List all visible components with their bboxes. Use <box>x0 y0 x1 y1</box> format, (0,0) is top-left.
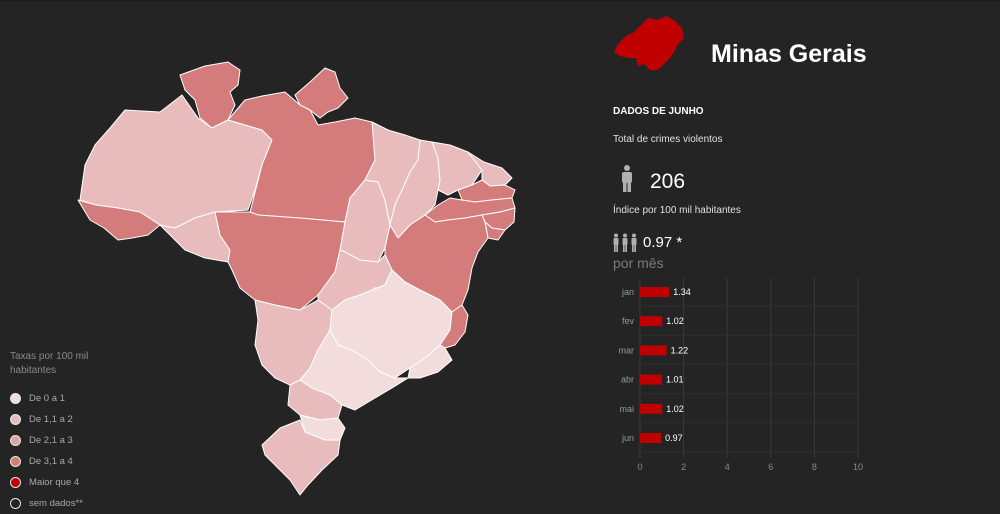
minas-gerais-silhouette-icon <box>614 16 684 70</box>
bar <box>640 345 667 356</box>
legend-label: De 3,1 a 4 <box>29 456 73 467</box>
legend-item: De 2,1 a 3 <box>10 430 130 451</box>
bar <box>640 433 662 443</box>
legend-list: De 0 a 1 De 1,1 a 2 De 2,1 a 3 De 3,1 a 4 Ma… <box>10 388 130 514</box>
bar-value-label: 1.22 <box>671 345 689 355</box>
index-value: 0.97 * <box>643 234 683 251</box>
x-tick-label: 8 <box>812 462 817 472</box>
bar-value-label: 1.02 <box>666 316 684 326</box>
legend-label: Maior que 4 <box>29 477 80 488</box>
bar <box>640 374 663 385</box>
crimes-label: Total de crimes violentos <box>613 134 723 145</box>
map-region-roraima[interactable] <box>179 61 241 129</box>
category-label: jan <box>621 287 634 297</box>
legend-item: sem dados** <box>10 493 130 514</box>
legend-swatch <box>10 477 21 488</box>
legend-item: Maior que 4 <box>10 472 130 493</box>
legend-item: De 1,1 a 2 <box>10 409 130 430</box>
map-region-rio-grande-do-sul[interactable] <box>261 419 341 496</box>
category-label: abr <box>621 375 634 385</box>
x-tick-label: 0 <box>637 462 642 472</box>
legend-label: De 2,1 a 3 <box>29 435 73 446</box>
top-border <box>0 0 1000 1</box>
legend-swatch <box>10 456 21 467</box>
legend-swatch <box>10 498 21 509</box>
x-tick-label: 2 <box>681 462 686 472</box>
bar <box>640 316 663 327</box>
brazil-map <box>77 61 516 496</box>
month-title: DADOS DE JUNHO <box>613 106 704 117</box>
legend-swatch <box>10 414 21 425</box>
legend-item: De 0 a 1 <box>10 388 130 409</box>
map-region-espirito-santo[interactable] <box>439 304 469 349</box>
bar-value-label: 1.02 <box>666 404 684 414</box>
monthly-index-bar-chart: 0 2 4 6 8 10 jan 1.34 fev 1.02 mar 1.22 abr 1.01 mai 1.… <box>619 278 863 472</box>
bar-value-label: 0.97 <box>665 433 683 443</box>
bar <box>640 287 670 297</box>
category-label: jun <box>621 433 634 443</box>
bar-value-label: 1.34 <box>673 287 691 297</box>
legend-label: De 0 a 1 <box>29 393 65 404</box>
category-label: mai <box>619 404 634 414</box>
legend-swatch <box>10 435 21 446</box>
legend-swatch <box>10 393 21 404</box>
category-label: mar <box>619 345 635 355</box>
people-group-icon <box>613 233 637 252</box>
per-month-label: por mês <box>613 255 664 271</box>
map-region-parana[interactable] <box>287 379 343 421</box>
legend-item: De 3,1 a 4 <box>10 451 130 472</box>
bar <box>640 403 663 414</box>
state-name: Minas Gerais <box>711 40 867 68</box>
x-tick-label: 10 <box>853 462 863 472</box>
category-label: fev <box>622 316 635 326</box>
legend: Taxas por 100 mil habitantes De 0 a 1 De … <box>10 350 130 514</box>
x-tick-label: 4 <box>725 462 730 472</box>
legend-title: Taxas por 100 mil habitantes <box>10 351 89 376</box>
x-tick-label: 6 <box>768 462 773 472</box>
legend-label: sem dados** <box>29 498 83 509</box>
map-region-rio-de-janeiro[interactable] <box>407 344 453 379</box>
index-label: Índice por 100 mil habitantes <box>613 205 741 216</box>
map-region-acre[interactable] <box>77 199 161 241</box>
person-icon <box>622 165 632 192</box>
legend-label: De 1,1 a 2 <box>29 414 73 425</box>
bar-value-label: 1.01 <box>666 375 684 385</box>
crimes-value: 206 <box>650 170 686 193</box>
